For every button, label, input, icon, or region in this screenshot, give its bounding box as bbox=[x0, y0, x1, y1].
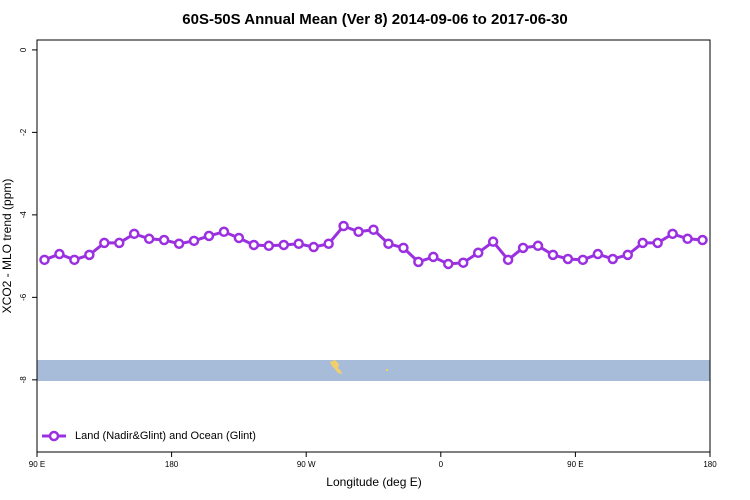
data-point bbox=[203, 230, 215, 242]
y-axis-label: XCO2 - MLO trend (ppm) bbox=[0, 179, 14, 314]
data-point bbox=[667, 228, 678, 240]
chart-title: 60S-50S Annual Mean (Ver 8) 2014-09-06 t… bbox=[182, 11, 567, 28]
data-point bbox=[398, 242, 409, 254]
data-point bbox=[173, 238, 185, 249]
data-point bbox=[562, 253, 574, 265]
data-point bbox=[54, 248, 65, 260]
data-point bbox=[308, 241, 319, 253]
y-tick-label: -6 bbox=[19, 293, 28, 301]
data-point bbox=[637, 237, 648, 249]
data-point bbox=[338, 220, 349, 232]
data-point bbox=[218, 226, 230, 238]
data-point bbox=[39, 254, 50, 266]
data-point bbox=[323, 238, 334, 249]
x-tick-label: 180 bbox=[703, 460, 717, 469]
land-patch bbox=[386, 369, 388, 371]
data-point bbox=[143, 233, 155, 245]
data-point bbox=[532, 240, 544, 252]
legend-label: Land (Nadir&Glint) and Ocean (Glint) bbox=[75, 430, 256, 442]
data-point bbox=[233, 232, 245, 244]
data-point bbox=[413, 256, 424, 268]
data-point bbox=[128, 228, 140, 240]
x-axis-label: Longitude (deg E) bbox=[326, 475, 421, 489]
data-point bbox=[263, 240, 275, 252]
plot-frame bbox=[36, 39, 711, 453]
data-point bbox=[697, 234, 708, 246]
land-patch bbox=[330, 360, 342, 374]
x-tick-label: 90 W bbox=[297, 460, 316, 469]
data-point bbox=[158, 234, 170, 246]
x-tick-label: 180 bbox=[165, 460, 179, 469]
data-point bbox=[682, 233, 693, 245]
data-point bbox=[278, 239, 290, 251]
data-point bbox=[428, 251, 439, 263]
x-tick-label: 90 E bbox=[29, 460, 45, 469]
data-point bbox=[622, 249, 633, 261]
data-point bbox=[472, 247, 484, 259]
data-point bbox=[652, 237, 663, 249]
y-tick-label: 0 bbox=[19, 47, 28, 52]
data-point bbox=[353, 226, 364, 238]
x-tick-label: 0 bbox=[439, 460, 444, 469]
data-point bbox=[84, 249, 95, 261]
data-point bbox=[293, 238, 304, 249]
data-point bbox=[188, 235, 200, 247]
y-tick-label: -8 bbox=[19, 376, 28, 384]
data-point bbox=[114, 237, 125, 249]
data-point bbox=[592, 248, 604, 260]
data-point bbox=[547, 249, 559, 261]
data-point bbox=[577, 254, 589, 266]
data-point bbox=[517, 242, 529, 254]
data-point bbox=[502, 254, 514, 266]
data-point bbox=[248, 239, 260, 251]
data-point bbox=[99, 237, 110, 249]
map-strip bbox=[37, 360, 710, 381]
data-point bbox=[69, 254, 80, 266]
y-tick-label: -4 bbox=[19, 211, 28, 219]
data-point bbox=[383, 238, 394, 249]
legend-marker bbox=[48, 430, 60, 442]
y-tick-label: -2 bbox=[19, 128, 28, 136]
data-point bbox=[443, 258, 454, 270]
data-point bbox=[487, 236, 499, 247]
data-point bbox=[607, 253, 619, 265]
data-point bbox=[457, 257, 469, 268]
x-tick-label: 90 E bbox=[567, 460, 583, 469]
data-point bbox=[368, 224, 379, 235]
